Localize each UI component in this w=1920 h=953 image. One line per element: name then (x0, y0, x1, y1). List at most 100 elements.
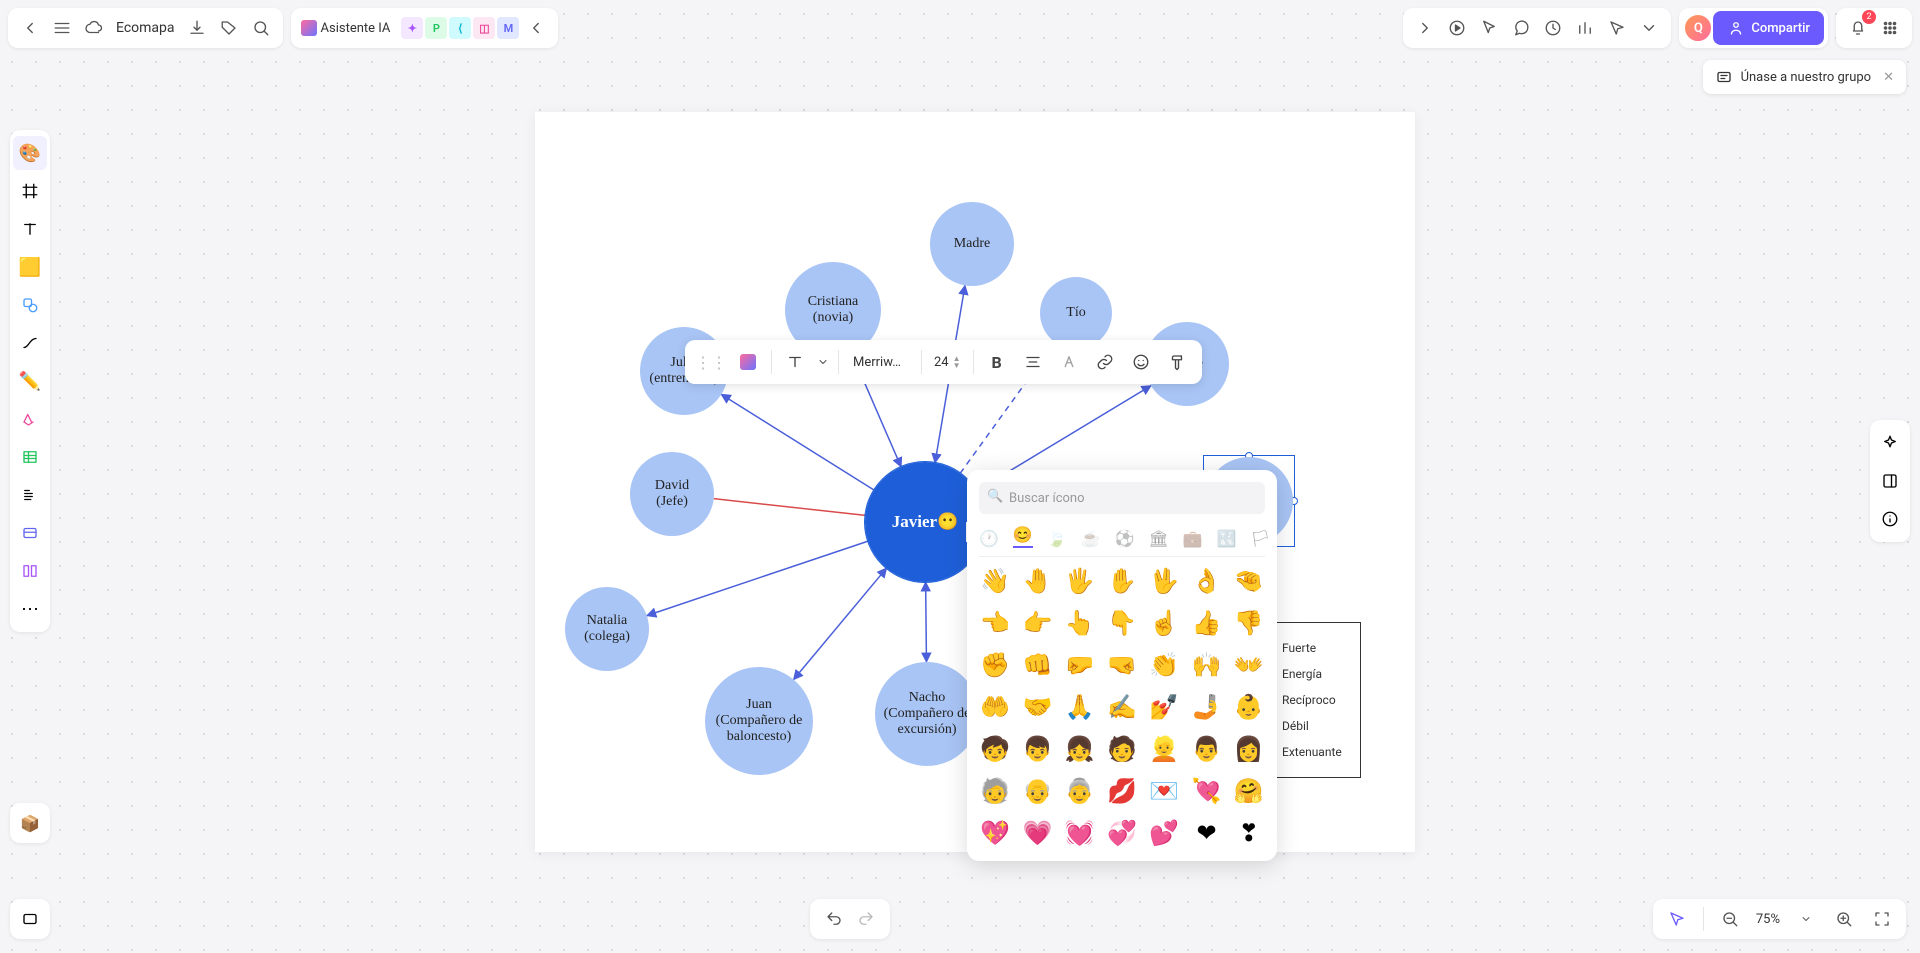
emoji-option[interactable]: 👵 (1064, 775, 1096, 807)
zoom-dropdown[interactable] (1790, 903, 1822, 935)
node-natalia[interactable]: Natalia (colega) (565, 587, 649, 671)
emoji-option[interactable]: 👋 (979, 565, 1011, 597)
pen-tool[interactable]: ✏️ (13, 364, 47, 398)
text-dropdown[interactable] (814, 345, 832, 379)
emoji-option[interactable]: 👎 (1233, 607, 1265, 639)
nature-category-icon[interactable]: 🍃 (1047, 528, 1067, 548)
select-mode[interactable] (1661, 903, 1693, 935)
node-tio[interactable]: Tío (1040, 277, 1112, 349)
share-button[interactable]: Compartir (1713, 11, 1824, 45)
ai-assistant-button[interactable]: Asistente IA (297, 20, 395, 36)
emoji-option[interactable]: ☝ (1148, 607, 1180, 639)
forward-icon[interactable] (1409, 12, 1441, 44)
font-name[interactable]: Merriw… (845, 355, 915, 370)
ai-text-button[interactable] (731, 345, 765, 379)
redo-button[interactable] (850, 903, 882, 935)
drag-handle-icon[interactable]: ⋮⋮ (693, 353, 729, 372)
sticky-tool[interactable]: 🟨 (13, 250, 47, 284)
emoji-option[interactable]: 🤝 (1021, 691, 1053, 723)
connector-tool[interactable] (13, 326, 47, 360)
emoji-option[interactable]: 👈 (979, 607, 1011, 639)
back-button[interactable] (14, 12, 46, 44)
smileys-category-icon[interactable]: 😊 (1013, 528, 1033, 548)
emoji-option[interactable]: 🤚 (1021, 565, 1053, 597)
play-icon[interactable] (1441, 12, 1473, 44)
document-title[interactable]: Ecomapa (110, 20, 181, 36)
emoji-search-input[interactable] (979, 482, 1265, 514)
emoji-option[interactable]: 💅 (1148, 691, 1180, 723)
text-tool[interactable] (13, 212, 47, 246)
emoji-option[interactable]: 🧓 (979, 775, 1011, 807)
emoji-option[interactable]: 👐 (1233, 649, 1265, 681)
emoji-option[interactable]: 💋 (1106, 775, 1138, 807)
more-tools[interactable]: ⋯ (13, 592, 47, 626)
collapse-ai-button[interactable] (520, 12, 552, 44)
emoji-option[interactable]: 👩 (1233, 733, 1265, 765)
recent-category-icon[interactable]: 🕐 (979, 528, 999, 548)
emoji-option[interactable]: 👧 (1064, 733, 1096, 765)
emoji-option[interactable]: 🤲 (979, 691, 1011, 723)
cursor-icon[interactable] (1473, 12, 1505, 44)
emoji-option[interactable]: 🤏 (1233, 565, 1265, 597)
text-color-button[interactable] (1052, 345, 1086, 379)
emoji-button[interactable] (1124, 345, 1158, 379)
frame-tool[interactable] (13, 174, 47, 208)
app-badge[interactable]: ✦ (401, 17, 423, 39)
text-block-tool[interactable] (13, 478, 47, 512)
emoji-option[interactable]: 👨 (1190, 733, 1222, 765)
emoji-option[interactable]: 🧑 (1106, 733, 1138, 765)
emoji-option[interactable]: ❣ (1233, 817, 1265, 849)
edge-natalia[interactable] (647, 541, 868, 615)
app-badge[interactable]: ◫ (473, 17, 495, 39)
theme-tool[interactable]: 🎨 (13, 136, 47, 170)
symbols-category-icon[interactable]: 🔣 (1217, 528, 1237, 548)
edge-david[interactable] (714, 499, 866, 516)
emoji-option[interactable]: 👉 (1021, 607, 1053, 639)
format-paint-button[interactable] (1160, 345, 1194, 379)
shape-tool[interactable] (13, 288, 47, 322)
node-nacho[interactable]: Nacho (Compañero de excursión) (875, 662, 979, 766)
tag-button[interactable] (213, 12, 245, 44)
panel-tool[interactable] (1873, 464, 1907, 498)
emoji-option[interactable]: ✋ (1106, 565, 1138, 597)
objects-category-icon[interactable]: 💼 (1183, 528, 1203, 548)
notifications-button[interactable]: 2 (1842, 12, 1874, 44)
templates-button[interactable]: 📦 (10, 803, 50, 843)
app-badge[interactable]: M (497, 17, 519, 39)
pointer-icon[interactable] (1601, 12, 1633, 44)
emoji-option[interactable]: ✊ (979, 649, 1011, 681)
emoji-option[interactable]: ✍ (1106, 691, 1138, 723)
node-david[interactable]: David (Jefe) (630, 452, 714, 536)
user-avatar[interactable]: Q (1683, 13, 1713, 43)
emoji-option[interactable]: 👌 (1190, 565, 1222, 597)
app-badge[interactable]: P (425, 17, 447, 39)
edge-juan[interactable] (794, 568, 887, 679)
close-banner-button[interactable]: ✕ (1883, 70, 1894, 85)
food-category-icon[interactable]: ☕ (1081, 528, 1101, 548)
emoji-option[interactable]: 💖 (979, 817, 1011, 849)
history-icon[interactable] (1537, 12, 1569, 44)
card-tool[interactable] (13, 516, 47, 550)
menu-button[interactable] (46, 12, 78, 44)
emoji-option[interactable]: 👇 (1106, 607, 1138, 639)
emoji-option[interactable]: 🙌 (1190, 649, 1222, 681)
emoji-option[interactable]: 💓 (1064, 817, 1096, 849)
emoji-option[interactable]: 👏 (1148, 649, 1180, 681)
zoom-out-button[interactable] (1714, 903, 1746, 935)
magic-tool[interactable] (1873, 426, 1907, 460)
emoji-option[interactable]: 🧒 (979, 733, 1011, 765)
stats-icon[interactable] (1569, 12, 1601, 44)
emoji-option[interactable]: 👱 (1148, 733, 1180, 765)
align-button[interactable] (1016, 345, 1050, 379)
emoji-option[interactable]: 👶 (1233, 691, 1265, 723)
emoji-option[interactable]: 👆 (1064, 607, 1096, 639)
download-button[interactable] (181, 12, 213, 44)
emoji-option[interactable]: 💗 (1021, 817, 1053, 849)
font-size[interactable]: 24 ▲▼ (928, 355, 967, 370)
emoji-option[interactable]: 🖐 (1064, 565, 1096, 597)
gradient-tool[interactable] (13, 402, 47, 436)
bold-button[interactable]: B (980, 345, 1014, 379)
emoji-option[interactable]: 🙏 (1064, 691, 1096, 723)
emoji-option[interactable]: 💌 (1148, 775, 1180, 807)
search-button[interactable] (245, 12, 277, 44)
